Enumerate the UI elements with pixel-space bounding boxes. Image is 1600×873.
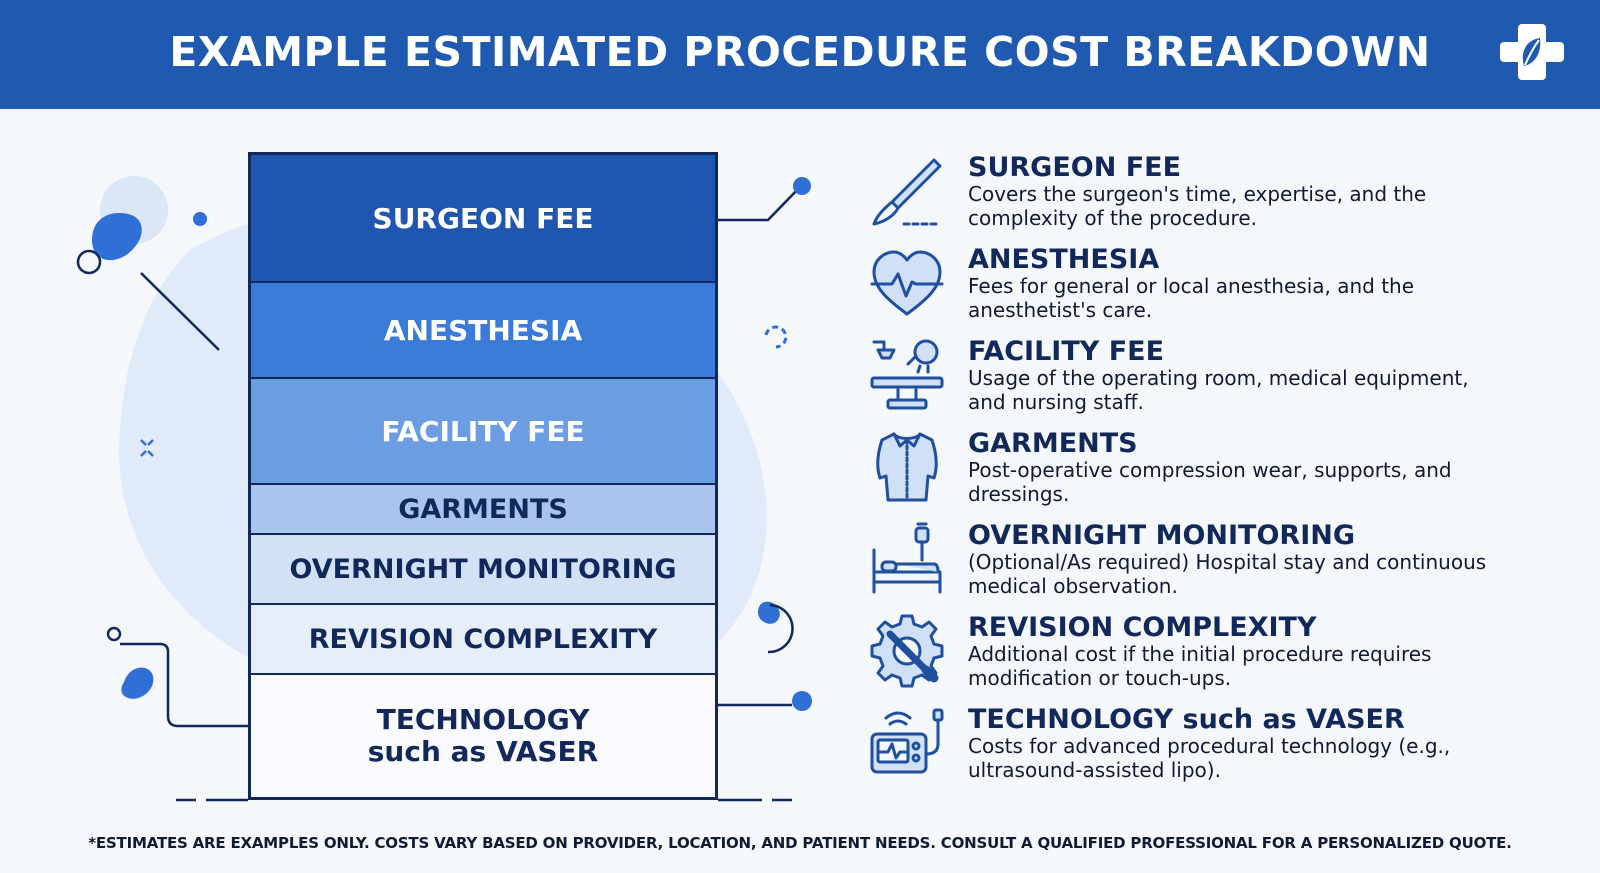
item-title: GARMENTS bbox=[968, 428, 1138, 459]
ultrasound-device-icon bbox=[870, 708, 944, 774]
stack-segment-label: TECHNOLOGY bbox=[376, 703, 590, 736]
item-title: OVERNIGHT MONITORING bbox=[968, 520, 1356, 551]
item-description: Usage of the operating room, medical equ… bbox=[968, 366, 1469, 414]
stack-segment-technology: TECHNOLOGY such as VASER bbox=[251, 675, 715, 797]
stack-segment-label: GARMENTS bbox=[398, 493, 568, 525]
stack-segment-label: OVERNIGHT MONITORING bbox=[289, 553, 677, 585]
operating-table-icon bbox=[870, 339, 944, 410]
stack-segment-surgeon-fee: SURGEON FEE bbox=[251, 155, 715, 283]
gear-wrench-icon bbox=[870, 614, 944, 688]
item-description: Post-operative compression wear, support… bbox=[968, 458, 1452, 506]
item-title: SURGEON FEE bbox=[968, 152, 1182, 183]
cost-stack: SURGEON FEE ANESTHESIA FACILITY FEE GARM… bbox=[248, 152, 718, 800]
item-description: Fees for general or local anesthesia, an… bbox=[968, 274, 1415, 322]
item-title: REVISION COMPLEXITY bbox=[968, 612, 1317, 643]
stack-segment-label: ANESTHESIA bbox=[383, 313, 583, 347]
item-description: (Optional/As required) Hospital stay and… bbox=[968, 550, 1487, 598]
item-title: TECHNOLOGY such as VASER bbox=[968, 704, 1405, 735]
medical-cross-leaf-icon bbox=[1500, 24, 1564, 80]
item-description: Costs for advanced procedural technology… bbox=[968, 734, 1451, 782]
compression-garment-icon bbox=[876, 432, 938, 502]
heart-pulse-icon bbox=[870, 250, 944, 316]
item-description: Additional cost if the initial procedure… bbox=[968, 642, 1432, 690]
stack-segment-facility-fee: FACILITY FEE bbox=[251, 379, 715, 485]
stack-segment-anesthesia: ANESTHESIA bbox=[251, 283, 715, 379]
stack-segment-label: FACILITY FEE bbox=[381, 414, 585, 448]
scalpel-icon bbox=[872, 158, 942, 226]
page-title: EXAMPLE ESTIMATED PROCEDURE COST BREAKDO… bbox=[169, 28, 1431, 76]
stack-segment-label: SURGEON FEE bbox=[372, 201, 594, 235]
stack-segment-label: REVISION COMPLEXITY bbox=[308, 623, 658, 655]
disclaimer-footnote: *ESTIMATES ARE EXAMPLES ONLY. COSTS VARY… bbox=[88, 834, 1512, 852]
stack-segment-sublabel: such as VASER bbox=[367, 735, 599, 768]
stack-segment-garments: GARMENTS bbox=[251, 485, 715, 535]
header-banner: EXAMPLE ESTIMATED PROCEDURE COST BREAKDO… bbox=[0, 0, 1600, 109]
item-description: Covers the surgeon's time, expertise, an… bbox=[968, 182, 1427, 230]
stack-segment-revision-complexity: REVISION COMPLEXITY bbox=[251, 605, 715, 675]
hospital-bed-icon bbox=[872, 522, 942, 594]
stack-segment-overnight-monitoring: OVERNIGHT MONITORING bbox=[251, 535, 715, 605]
item-title: FACILITY FEE bbox=[968, 336, 1165, 367]
item-title: ANESTHESIA bbox=[968, 244, 1160, 275]
